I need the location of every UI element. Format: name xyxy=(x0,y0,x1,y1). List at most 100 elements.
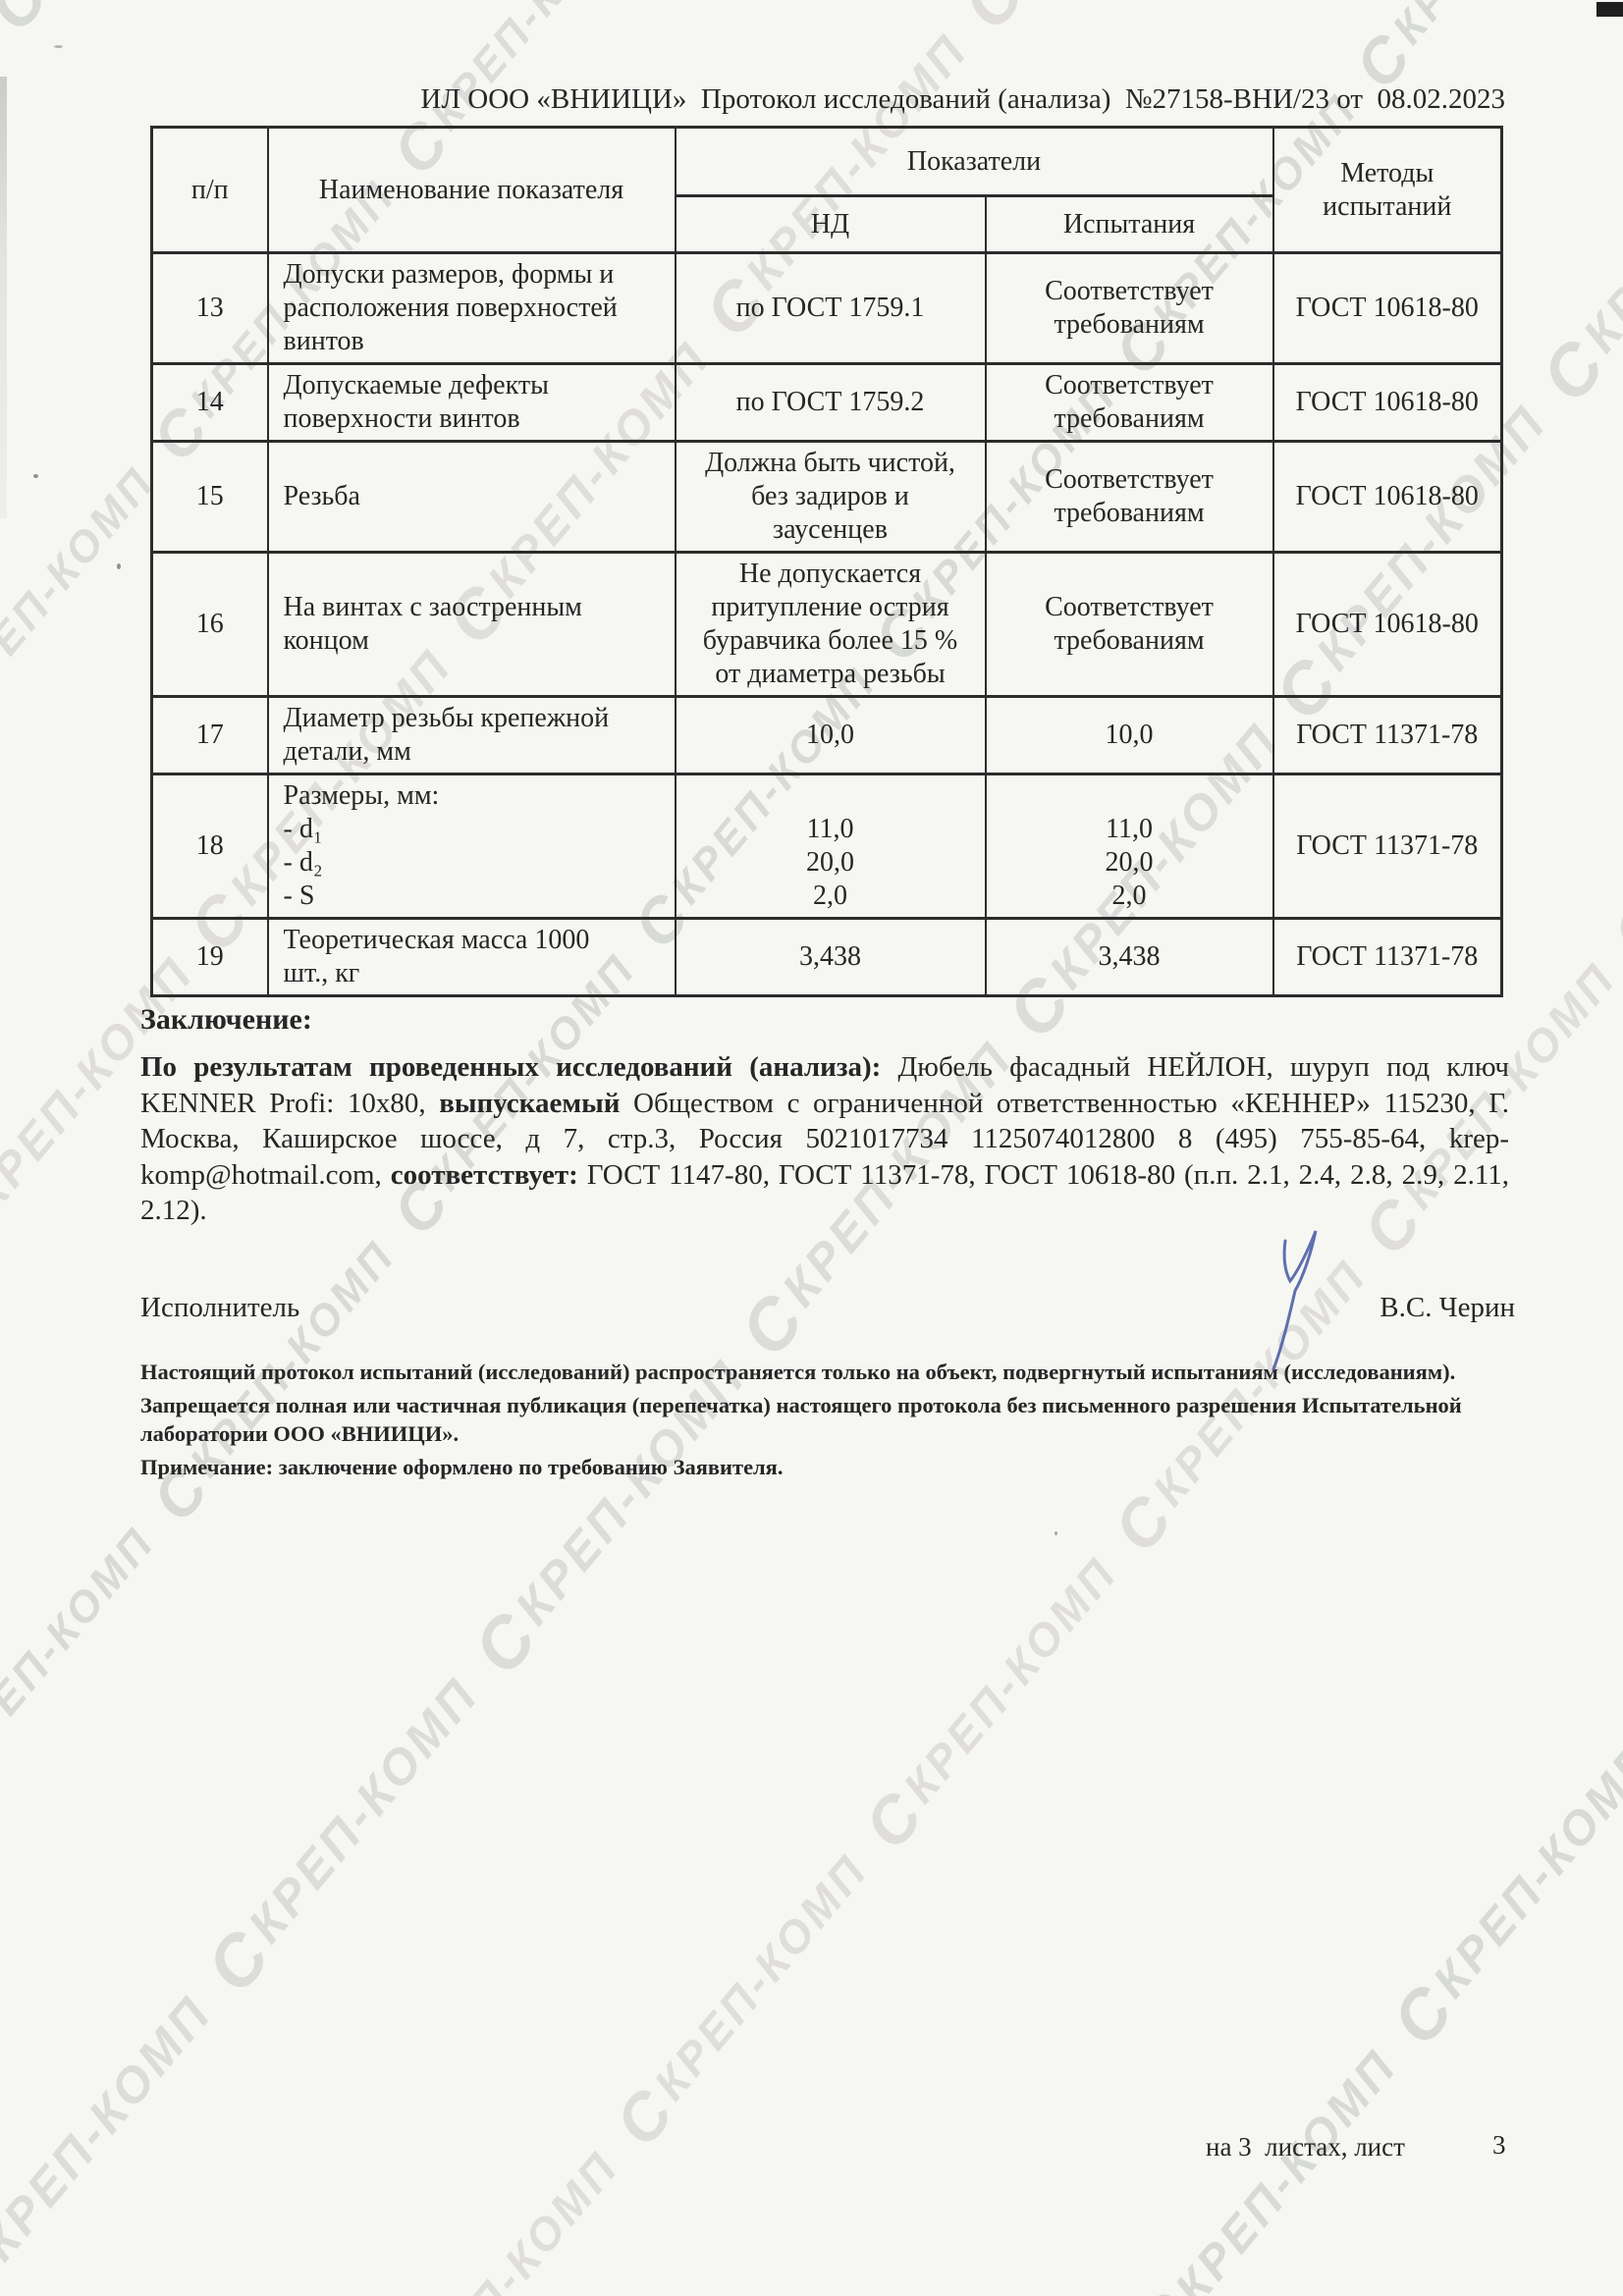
cell-name: На винтах с заостренным концом xyxy=(266,551,676,698)
cell-num: 18 xyxy=(150,773,269,920)
cell-num: 13 xyxy=(150,251,269,365)
conclusion-paragraph: По результатам проведенных исследований … xyxy=(140,1049,1509,1229)
footnote-remark: Примечание: заключение оформлено по треб… xyxy=(140,1455,784,1479)
cell-nd: 10,0 xyxy=(674,695,987,775)
cell-test: 3,438 xyxy=(984,917,1274,997)
conclusion-company: Обществом с ограниченной ответственность… xyxy=(140,1087,1509,1191)
col-header-num: п/п xyxy=(150,126,269,254)
scan-speck xyxy=(54,45,63,48)
footnotes: Настоящий протокол испытаний (исследован… xyxy=(140,1358,1519,1486)
cell-num: 17 xyxy=(150,695,269,775)
conclusion-lead: По результатам проведенных исследований … xyxy=(140,1051,898,1083)
cell-name: Допускаемые дефекты поверхности винтов xyxy=(266,362,676,443)
handwritten-signature xyxy=(1271,1230,1318,1371)
table-header-row: п/п Наименование показателя Показатели М… xyxy=(150,126,1503,254)
scan-speck xyxy=(33,474,38,478)
watermark-text: СКРЕП-КОМП xyxy=(1598,656,1623,971)
col-header-indicators: Показатели xyxy=(674,126,1274,197)
table-subheader-row: НД Испытания xyxy=(152,194,1502,254)
cell-nd: по ГОСТ 1759.2 xyxy=(674,362,987,443)
col-header-methods: Методы испытаний xyxy=(1271,126,1503,254)
scan-corner-mark xyxy=(1596,2,1623,17)
page-sheets-label: на 3 листах, лист xyxy=(1206,2132,1405,2162)
conclusion-section: Заключение: По результатам проведенных и… xyxy=(140,1003,1509,1229)
krep-komp-logo-icon: С xyxy=(947,0,1038,43)
cell-test: Соответствует требованиям xyxy=(984,251,1274,365)
cell-test: Соответствует требованиям xyxy=(984,551,1274,698)
cell-name: Резьба xyxy=(266,440,676,554)
krep-komp-logo-icon: С xyxy=(850,1780,938,1863)
table-row: 18 Размеры, мм: - d₁ - d₂ - S 11,0 20,0 … xyxy=(150,773,1503,920)
executor-label: Исполнитель xyxy=(140,1292,300,1323)
scan-edge-streak xyxy=(0,77,7,518)
watermark-text: СКРЕП-КОМП xyxy=(947,0,1236,43)
watermark-text: СКРЕП-КОМП xyxy=(0,458,165,714)
watermark-text: СКРЕП-КОМП xyxy=(1119,2040,1408,2296)
cell-method: ГОСТ 10618-80 xyxy=(1271,440,1503,554)
table-row: 17 Диаметр резьбы крепежной детали, мм 1… xyxy=(150,695,1503,775)
watermark-text: СКРЕП-КОМП xyxy=(190,1667,490,2007)
cell-num: 15 xyxy=(150,440,269,554)
cell-test: 10,0 xyxy=(984,695,1274,775)
watermark-text: СКРЕП-КОМП xyxy=(601,1843,879,2161)
conclusion-gost: ГОСТ 1147-80, ГОСТ 11371-78, ГОСТ 10618-… xyxy=(140,1158,1509,1227)
conclusion-product: Дюбель фасадный НЕЙЛОН, шуруп под ключ K… xyxy=(140,1051,1509,1119)
cell-num: 14 xyxy=(150,362,269,443)
watermark-text: СКРЕП-КОМП xyxy=(394,2141,629,2296)
cell-num: 16 xyxy=(150,551,269,698)
krep-komp-logo-icon: С xyxy=(1377,1971,1468,2059)
col-header-test: Испытания xyxy=(984,194,1274,254)
conclusion-produced: выпускаемый xyxy=(439,1087,634,1119)
watermark-text: СКРЕП-КОМП xyxy=(1377,1733,1623,2059)
cell-nd: Должна быть чистой, без задиров и заусен… xyxy=(674,440,987,554)
footnote-publication: Запрещается полная или частичная публика… xyxy=(140,1393,1462,1446)
table-row: 13 Допуски размеров, формы и расположени… xyxy=(150,251,1503,365)
cell-method: ГОСТ 11371-78 xyxy=(1271,917,1503,997)
cell-method: ГОСТ 10618-80 xyxy=(1271,251,1503,365)
cell-method: ГОСТ 11371-78 xyxy=(1271,773,1503,920)
krep-komp-logo-icon: С xyxy=(601,2076,688,2161)
cell-test: Соответствует требованиям xyxy=(984,362,1274,443)
watermark-text: СКРЕП-КОМП xyxy=(850,1547,1127,1863)
cell-test: 11,0 20,0 2,0 xyxy=(984,773,1274,920)
watermark-text: СКРЕП-КОМП xyxy=(1526,77,1623,417)
krep-komp-logo-icon: С xyxy=(458,1598,553,1689)
scan-speck xyxy=(117,563,121,569)
watermark-text: СКРЕП-КОМП xyxy=(1341,0,1608,101)
cell-name: Допуски размеров, формы и расположения п… xyxy=(266,251,676,365)
cell-method: ГОСТ 10618-80 xyxy=(1271,551,1503,698)
scan-speck xyxy=(1055,1531,1057,1535)
table-row: 14 Допускаемые дефекты поверхности винто… xyxy=(150,362,1503,443)
table-row: 16 На винтах с заостренным концом Не доп… xyxy=(150,551,1503,698)
cell-test: Соответствует требованиям xyxy=(984,440,1274,554)
signature-row: Исполнитель В.С. Черин xyxy=(140,1292,1515,1324)
cell-name: Размеры, мм: - d₁ - d₂ - S xyxy=(266,773,676,920)
document-header: ИЛ ООО «ВНИИЦИ» Протокол исследований (а… xyxy=(420,83,1505,115)
cell-nd: Не допускается притупление острия буравч… xyxy=(674,551,987,698)
watermark-text: СКРЕП-КОМП xyxy=(0,1986,223,2296)
results-table: п/п Наименование показателя Показатели М… xyxy=(150,126,1503,997)
cell-num: 19 xyxy=(150,917,269,997)
krep-komp-logo-icon: С xyxy=(0,1186,6,1274)
cell-method: ГОСТ 11371-78 xyxy=(1271,695,1503,775)
table-row: 15 Резьба Должна быть чистой, без задиро… xyxy=(150,440,1503,554)
col-header-name: Наименование показателя xyxy=(266,126,676,254)
krep-komp-logo-icon: С xyxy=(0,2234,19,2296)
cell-nd: по ГОСТ 1759.1 xyxy=(674,251,987,365)
conclusion-title: Заключение: xyxy=(140,1003,312,1036)
cell-name: Теоретическая масса 1000 шт., кг xyxy=(266,917,676,997)
krep-komp-logo-icon: С xyxy=(0,0,62,45)
watermark-text: СКРЕП-КОМП xyxy=(0,1519,165,1774)
watermark-text: СКРЕП-КОМП xyxy=(0,0,251,45)
krep-komp-logo-icon: С xyxy=(1100,1482,1187,1566)
cell-nd: 11,0 20,0 2,0 xyxy=(674,773,987,920)
krep-komp-logo-icon: С xyxy=(1119,2279,1210,2296)
cell-method: ГОСТ 10618-80 xyxy=(1271,362,1503,443)
cell-name: Диаметр резьбы крепежной детали, мм xyxy=(266,695,676,775)
cell-nd: 3,438 xyxy=(674,917,987,997)
executor-name: В.С. Черин xyxy=(1380,1292,1515,1323)
krep-komp-logo-icon: С xyxy=(1526,326,1620,417)
footnote-scope: Настоящий протокол испытаний (исследован… xyxy=(140,1360,1456,1384)
krep-komp-logo-icon: С xyxy=(190,1916,286,2007)
